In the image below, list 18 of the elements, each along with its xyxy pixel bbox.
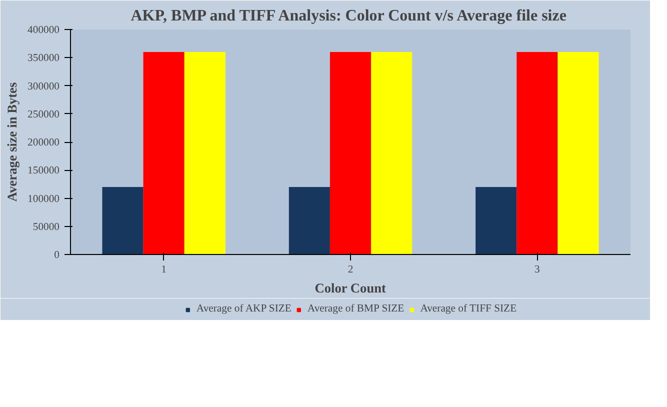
chart-title: AKP, BMP and TIFF Analysis: Color Count v/s Average file size bbox=[130, 8, 566, 24]
y-tick-label: 150000 bbox=[28, 166, 60, 177]
x-axis-title: Color Count bbox=[314, 280, 387, 296]
y-tick-label: 200000 bbox=[28, 138, 60, 148]
legend-label: Average of AKP SIZE bbox=[196, 304, 292, 314]
legend-label: Average of TIFF SIZE bbox=[420, 304, 517, 314]
x-tick-label: 3 bbox=[534, 264, 540, 276]
y-tick-label: 50000 bbox=[32, 222, 60, 233]
y-tick-label: 350000 bbox=[28, 53, 60, 64]
x-tick-label: 1 bbox=[161, 264, 166, 276]
y-tick-label: 400000 bbox=[28, 25, 60, 36]
x-tick-label: 2 bbox=[348, 264, 354, 276]
y-tick-label: 300000 bbox=[28, 81, 60, 92]
y-tick-label: 250000 bbox=[28, 109, 60, 120]
y-axis-title: Average size in Bytes bbox=[4, 82, 20, 202]
y-tick-label: 100000 bbox=[28, 194, 60, 205]
y-tick-label: 0 bbox=[54, 250, 60, 261]
legend-label: Average of BMP SIZE bbox=[307, 304, 404, 314]
